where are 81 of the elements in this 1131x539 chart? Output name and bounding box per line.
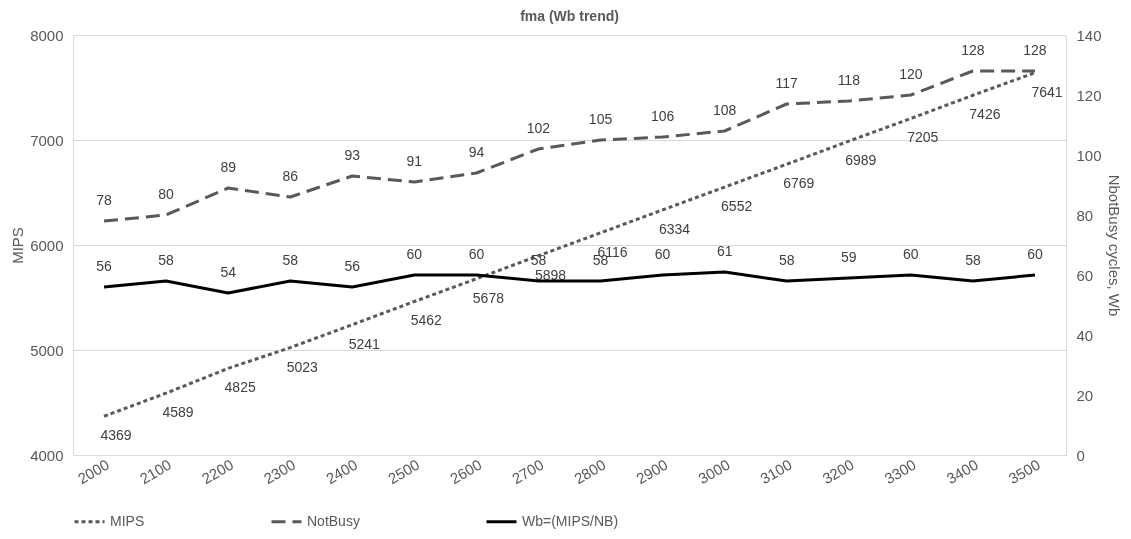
x-tick-label: 2500: [384, 455, 423, 488]
y2-axis-title: NbotBusy cycles, Wb: [1105, 174, 1123, 317]
data-label: 6552: [721, 198, 753, 215]
x-tick-label: 2700: [509, 455, 547, 488]
x-tick-label: 2800: [571, 455, 609, 488]
data-label: 93: [344, 147, 361, 163]
data-label: 60: [654, 246, 671, 262]
data-label: 6334: [659, 220, 691, 237]
data-label: 106: [650, 108, 675, 124]
y2-tick-label: 140: [1076, 26, 1102, 44]
data-label: 4369: [100, 427, 132, 444]
data-label: 59: [840, 249, 857, 265]
x-tick-label: 2600: [447, 455, 485, 488]
x-tick-label: 2000: [74, 455, 113, 488]
data-label: 118: [837, 72, 861, 88]
y2-tick-label: 120: [1076, 86, 1102, 104]
data-label: 56: [96, 258, 113, 274]
data-label: 58: [530, 252, 547, 268]
chart-title: fma (Wb trend): [520, 8, 619, 24]
x-tick-label: 2300: [260, 455, 299, 488]
legend-label: MIPS: [110, 512, 145, 529]
x-tick-label: 3400: [943, 455, 981, 488]
data-label: 78: [96, 192, 113, 208]
legend-label: NotBusy: [307, 512, 360, 529]
data-label: 105: [588, 111, 613, 127]
y2-tick-label: 40: [1076, 326, 1094, 344]
data-label: 91: [406, 153, 423, 169]
y2-tick-label: 100: [1076, 146, 1102, 164]
data-label: 5241: [348, 335, 381, 352]
data-label: 5678: [472, 289, 505, 306]
data-label: 60: [903, 246, 919, 262]
data-label: 128: [961, 42, 985, 58]
data-label: 54: [220, 264, 237, 280]
data-label: 58: [158, 252, 175, 268]
data-label: 60: [468, 246, 485, 262]
data-label: 7641: [1031, 83, 1063, 100]
data-label: 102: [526, 120, 551, 136]
y-tick-label: 7000: [30, 131, 64, 149]
data-label: 4825: [224, 379, 256, 396]
data-label: 120: [899, 66, 923, 82]
data-label: 7205: [907, 129, 939, 146]
data-label: 117: [775, 75, 799, 91]
x-tick-label: 3500: [1005, 455, 1043, 488]
data-label: 58: [282, 252, 299, 268]
data-label: 89: [220, 159, 237, 175]
data-label: 108: [712, 102, 737, 118]
data-label: 4589: [162, 404, 194, 421]
data-label: 5898: [534, 266, 567, 283]
y2-tick-label: 20: [1076, 386, 1094, 404]
y2-tick-label: 80: [1076, 206, 1094, 224]
data-label: 80: [158, 186, 175, 202]
y-tick-label: 8000: [30, 26, 64, 44]
data-label: 60: [1027, 246, 1043, 262]
y-axis-title: MIPS: [9, 227, 27, 264]
data-label: 128: [1023, 42, 1047, 58]
data-label: 6769: [783, 175, 815, 192]
y-tick-label: 5000: [30, 341, 64, 359]
y2-tick-label: 0: [1076, 446, 1085, 464]
data-label: 61: [716, 243, 733, 259]
data-label: 5023: [286, 358, 318, 375]
data-label: 58: [778, 252, 795, 268]
data-label: 7426: [969, 106, 1001, 123]
data-label: 5462: [410, 312, 443, 329]
x-tick-label: 2900: [633, 455, 671, 488]
data-label: 94: [468, 144, 485, 160]
x-tick-label: 3200: [819, 455, 857, 488]
x-tick-label: 2100: [136, 455, 175, 488]
data-label: 60: [406, 246, 423, 262]
data-label: 58: [965, 252, 981, 268]
data-label: 6989: [845, 152, 877, 169]
x-tick-label: 3100: [757, 455, 795, 488]
y-tick-label: 4000: [30, 446, 64, 464]
x-tick-label: 3300: [881, 455, 919, 488]
data-label: 56: [344, 258, 361, 274]
x-tick-label: 3000: [695, 455, 733, 488]
x-tick-label: 2200: [198, 455, 237, 488]
data-label: 86: [282, 168, 299, 184]
x-tick-label: 2400: [322, 455, 361, 488]
y2-tick-label: 60: [1076, 266, 1094, 284]
legend-label: Wb=(MIPS/NB): [522, 512, 619, 529]
y-tick-label: 6000: [30, 236, 64, 254]
